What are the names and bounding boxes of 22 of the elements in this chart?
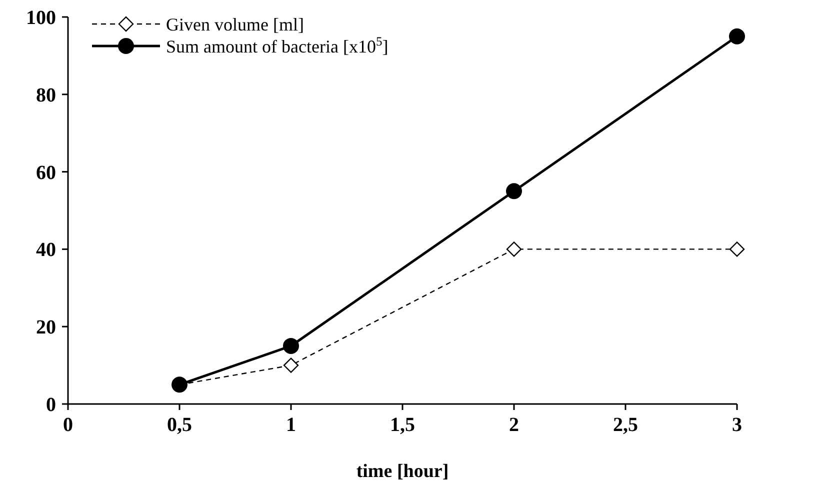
x-tick-label: 1 xyxy=(286,414,296,436)
point xyxy=(729,28,745,44)
y-tick-label: 20 xyxy=(36,316,56,339)
y-tick-label: 80 xyxy=(36,84,56,106)
x-tick-label: 3 xyxy=(732,414,742,436)
point xyxy=(283,358,299,373)
y-tick-label: 0 xyxy=(46,394,56,416)
x-tick-label: 2 xyxy=(509,414,519,436)
y-tick-label: 100 xyxy=(26,7,56,29)
x-tick-label: 2,5 xyxy=(613,414,638,436)
x-tick-label: 0 xyxy=(63,414,73,436)
point xyxy=(729,242,745,257)
legend-label: Given volume [ml] xyxy=(166,14,304,34)
point xyxy=(506,183,522,200)
y-tick-label: 40 xyxy=(36,239,56,262)
point xyxy=(283,338,299,354)
point xyxy=(506,242,522,257)
y-tick-label: 60 xyxy=(36,162,56,184)
legend-label: Sum amount of bacteria [x10$^{5}$] xyxy=(166,34,388,56)
x-tick-label: 1,5 xyxy=(390,414,415,436)
x-tick-label: 0,5 xyxy=(167,414,192,436)
x-axis-title: time [hour] xyxy=(356,461,449,482)
